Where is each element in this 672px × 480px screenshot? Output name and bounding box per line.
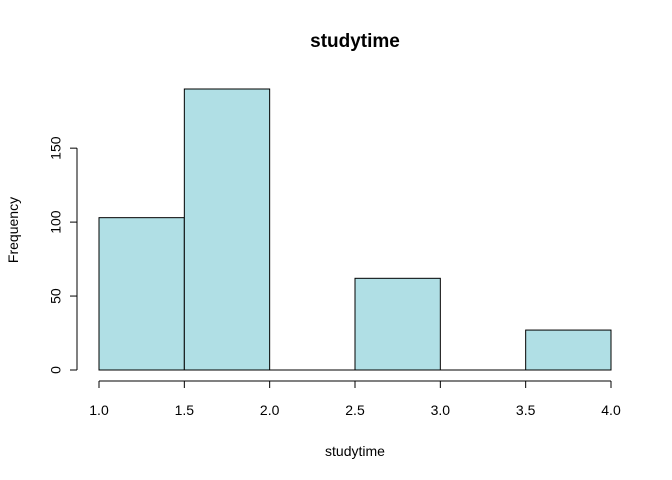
- x-tick-label: 2.5: [345, 402, 365, 418]
- x-tick-label: 3.5: [516, 402, 536, 418]
- x-tick-label: 4.0: [601, 402, 621, 418]
- chart-title: studytime: [310, 31, 400, 52]
- x-tick-label: 1.5: [175, 402, 195, 418]
- y-axis: 0 50 100 150: [48, 136, 78, 374]
- histogram-bar-3: [354, 277, 441, 371]
- x-axis-label: studytime: [325, 443, 385, 459]
- y-axis-label: Frequency: [5, 197, 21, 263]
- x-tick-label: 3.0: [431, 402, 451, 418]
- y-tick-label: 50: [48, 288, 64, 304]
- y-tick-label: 100: [48, 210, 64, 234]
- x-tick-label: 1.0: [89, 402, 109, 418]
- histogram-bar-0: [98, 217, 185, 371]
- histogram-bar-5: [525, 329, 612, 371]
- x-axis: 1.0 1.5 2.0 2.5 3.0 3.5 4.0: [89, 380, 621, 418]
- x-tick-label: 2.0: [260, 402, 280, 418]
- histogram-bar-1: [183, 88, 271, 371]
- y-tick-label: 150: [48, 136, 64, 160]
- bars-group: [98, 88, 612, 371]
- y-tick-label: 0: [48, 366, 64, 374]
